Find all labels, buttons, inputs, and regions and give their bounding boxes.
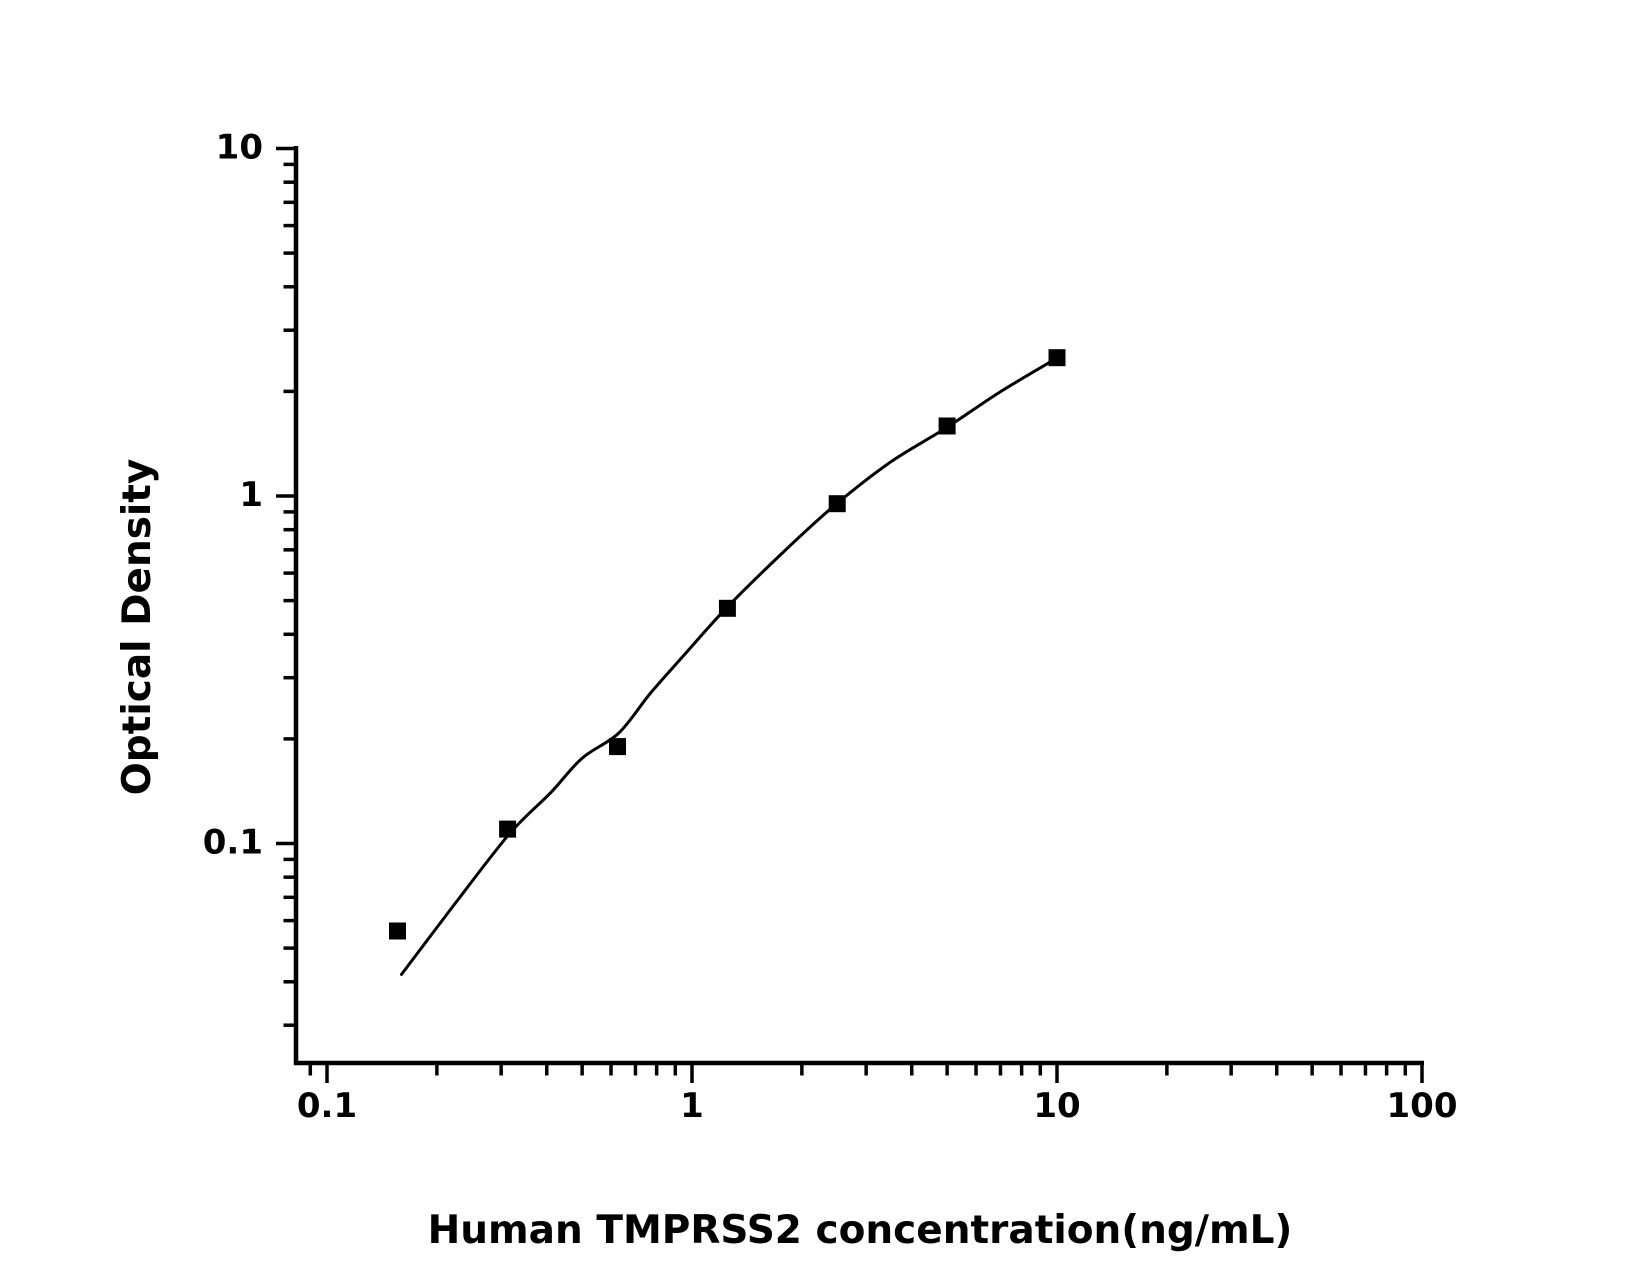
fit-curve xyxy=(400,358,1055,976)
data-point-square xyxy=(828,495,846,513)
data-point-square xyxy=(499,820,517,838)
y-tick-label: 0.1 xyxy=(203,823,263,863)
x-tick-label: 0.1 xyxy=(297,1086,357,1126)
data-point-square xyxy=(389,922,406,940)
x-tick-label: 10 xyxy=(1033,1086,1080,1126)
data-point-square xyxy=(1048,349,1066,367)
x-tick-label: 100 xyxy=(1387,1086,1458,1126)
data-point-square xyxy=(609,738,626,756)
x-axis-title: Human TMPRSS2 concentration(ng/mL) xyxy=(428,1208,1293,1253)
axes-layer: 0.1 1 10 100 10 1 0.1 xyxy=(203,128,1458,1127)
data-point-square xyxy=(938,417,956,435)
series-layer xyxy=(389,349,1066,976)
y-tick-label: 10 xyxy=(216,128,263,168)
x-tick-label: 1 xyxy=(680,1086,704,1126)
data-point-square xyxy=(718,599,736,617)
y-axis-title: Optical Density xyxy=(115,459,160,796)
y-tick-label: 1 xyxy=(239,475,263,515)
